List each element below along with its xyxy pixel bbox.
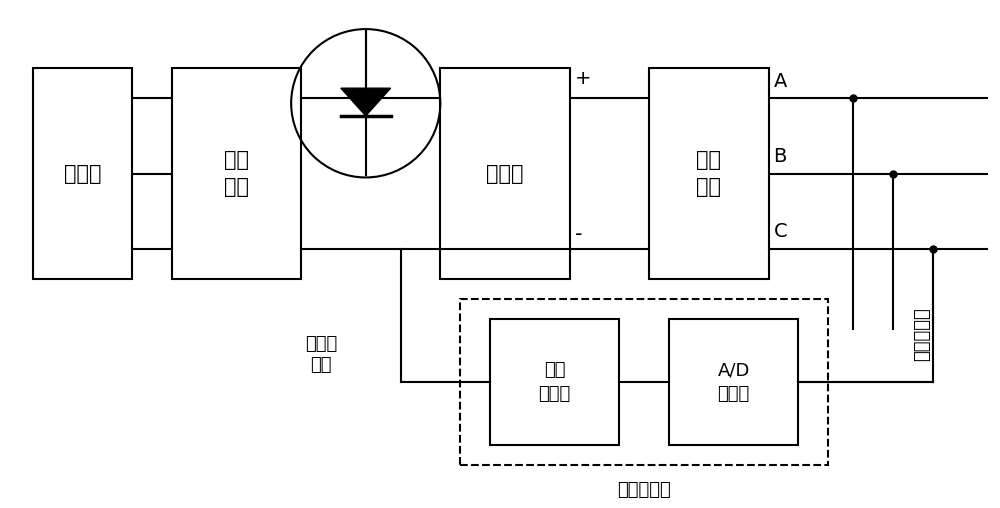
- Bar: [490, 320, 619, 445]
- Bar: [649, 68, 769, 279]
- Text: B: B: [773, 147, 787, 166]
- Text: 永磁机: 永磁机: [64, 164, 101, 183]
- Bar: [440, 68, 570, 279]
- Text: 数字调压器: 数字调压器: [617, 481, 671, 499]
- Text: 主发
电机: 主发 电机: [696, 150, 721, 197]
- Text: A: A: [773, 72, 787, 91]
- Text: C: C: [773, 223, 787, 241]
- Bar: [669, 320, 798, 445]
- Text: 调节点电压: 调节点电压: [913, 307, 931, 361]
- Bar: [172, 68, 301, 279]
- Bar: [460, 299, 828, 465]
- Polygon shape: [341, 88, 391, 116]
- Text: 数字
控制器: 数字 控制器: [539, 361, 571, 403]
- Text: 励磁机: 励磁机: [486, 164, 524, 183]
- Text: A/D
转换器: A/D 转换器: [718, 361, 750, 403]
- Text: 占空比
信号: 占空比 信号: [305, 335, 337, 374]
- Text: +: +: [575, 69, 591, 88]
- Text: -: -: [575, 224, 582, 244]
- Bar: [33, 68, 132, 279]
- Text: 整流
滤波: 整流 滤波: [224, 150, 249, 197]
